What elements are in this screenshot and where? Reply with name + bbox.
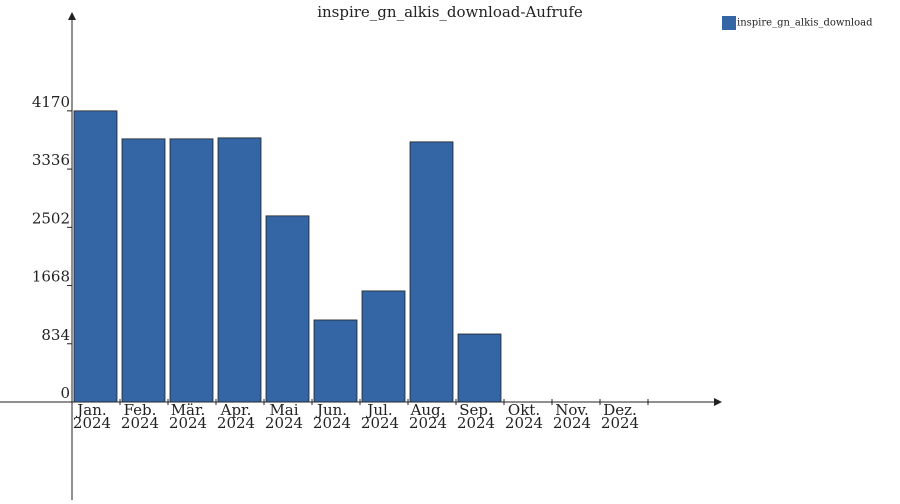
bar <box>265 215 310 403</box>
x-tick-label: 2024 <box>601 414 639 432</box>
bar <box>73 110 118 403</box>
x-tick-label: Mär. <box>171 401 206 419</box>
x-tick-label: 2024 <box>265 414 303 432</box>
bar <box>361 290 406 403</box>
bar <box>217 137 262 403</box>
x-tick-label: 2024 <box>73 414 111 432</box>
y-tick-label: 0 <box>60 384 70 402</box>
x-tick-label: 2024 <box>409 414 447 432</box>
x-tick-label: 2024 <box>217 414 255 432</box>
x-tick-label: Okt. <box>508 401 540 419</box>
x-tick-label: Apr. <box>220 401 252 419</box>
bar <box>313 319 358 403</box>
x-tick-label: 2024 <box>313 414 351 432</box>
y-tick-label: 2502 <box>32 209 70 227</box>
legend-swatch <box>722 16 736 30</box>
y-tick-label: 4170 <box>32 93 70 111</box>
y-tick-label: 3336 <box>32 151 70 169</box>
x-tick-label: Aug. <box>410 401 446 419</box>
y-tick-label: 1668 <box>32 268 70 286</box>
legend-label: inspire_gn_alkis_download <box>737 18 873 29</box>
chart-title: inspire_gn_alkis_download-Aufrufe <box>317 3 583 21</box>
x-tick-label: Jul. <box>365 401 392 419</box>
x-tick-label: 2024 <box>505 414 543 432</box>
bar <box>169 138 214 403</box>
bar <box>409 141 454 403</box>
bar <box>121 138 166 403</box>
x-tick-label: Sep. <box>459 401 493 419</box>
x-tick-label: Dez. <box>603 401 637 419</box>
bar <box>457 333 502 403</box>
x-tick-label: Feb. <box>124 401 157 419</box>
x-tick-label: 2024 <box>553 414 591 432</box>
x-tick-label: Mai <box>269 401 298 419</box>
x-tick-label: 2024 <box>361 414 399 432</box>
x-tick-label: Jun. <box>315 401 347 419</box>
x-tick-label: Jan. <box>75 401 106 419</box>
x-tick-label: 2024 <box>169 414 207 432</box>
y-tick-label: 834 <box>41 326 70 344</box>
x-tick-label: 2024 <box>121 414 159 432</box>
x-tick-label: 2024 <box>457 414 495 432</box>
x-tick-label: Nov. <box>555 401 589 419</box>
